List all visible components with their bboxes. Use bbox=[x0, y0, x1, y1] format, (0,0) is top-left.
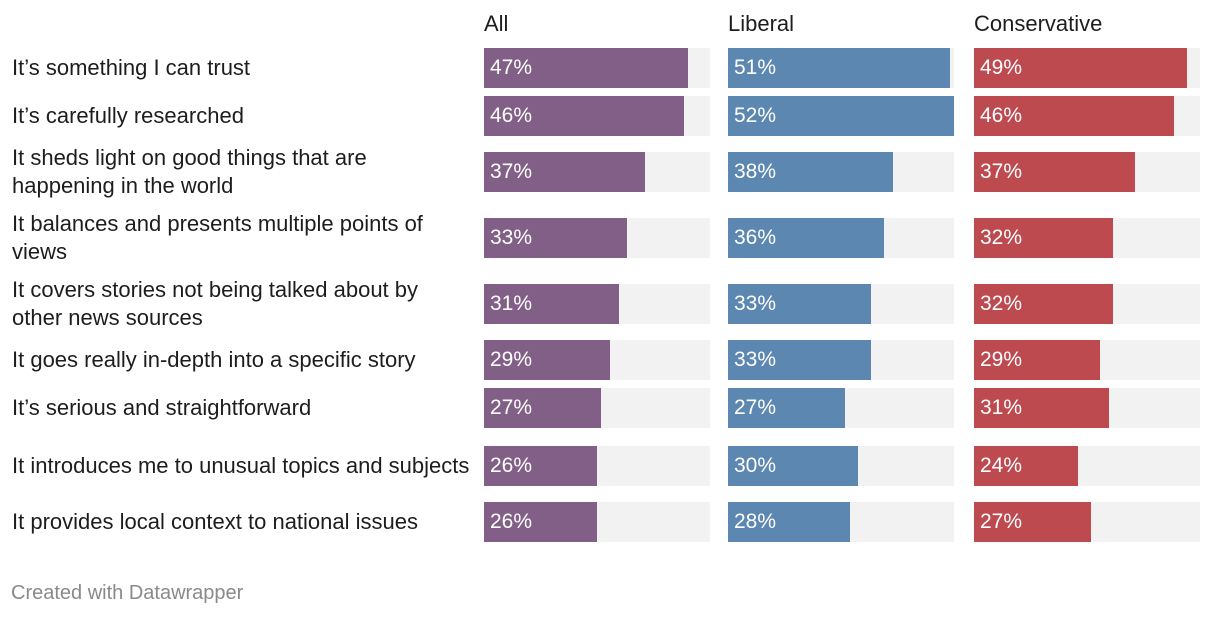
row-label: It’s serious and straightforward bbox=[12, 395, 312, 420]
bar-conservative: 49% bbox=[974, 48, 1187, 88]
bar-value-label: 28% bbox=[734, 510, 777, 533]
row-label: It provides local context to national is… bbox=[12, 509, 419, 534]
bar-value-label: 33% bbox=[734, 292, 777, 315]
row-label: It goes really in-depth into a specific … bbox=[12, 347, 416, 372]
row-label: It’s carefully researched bbox=[12, 103, 244, 128]
bar-track: 33% bbox=[728, 284, 954, 324]
bar-value-label: 37% bbox=[490, 160, 533, 183]
row-label: It covers stories not being talked about… bbox=[12, 277, 419, 330]
bar-value-label: 27% bbox=[980, 510, 1023, 533]
bar-value-label: 29% bbox=[490, 348, 533, 371]
bar-track: 49% bbox=[974, 48, 1200, 88]
bar-conservative: 31% bbox=[974, 388, 1109, 428]
bar-value-label: 31% bbox=[490, 292, 533, 315]
bar-value-label: 49% bbox=[980, 56, 1023, 79]
bar-liberal: 33% bbox=[728, 340, 871, 380]
bar-track: 30% bbox=[728, 446, 954, 486]
row-label: It introduces me to unusual topics and s… bbox=[12, 453, 470, 478]
bar-liberal: 27% bbox=[728, 388, 845, 428]
row-label: It balances and presents multiple points… bbox=[12, 211, 423, 264]
bar-value-label: 27% bbox=[734, 396, 777, 419]
bar-value-label: 29% bbox=[980, 348, 1023, 371]
column-header-conservative: Conservative bbox=[974, 11, 1103, 36]
bar-all: 37% bbox=[484, 152, 645, 192]
bar-track: 52% bbox=[728, 96, 954, 136]
bar-liberal: 52% bbox=[728, 96, 954, 136]
bar-track: 32% bbox=[974, 284, 1200, 324]
bar-liberal: 36% bbox=[728, 218, 884, 258]
bar-track: 33% bbox=[728, 340, 954, 380]
bar-track: 27% bbox=[974, 502, 1200, 542]
bar-conservative: 24% bbox=[974, 446, 1078, 486]
column-header-all: All bbox=[484, 11, 509, 36]
bar-liberal: 51% bbox=[728, 48, 950, 88]
bar-value-label: 46% bbox=[490, 104, 533, 127]
bar-track: 46% bbox=[974, 96, 1200, 136]
bar-track: 38% bbox=[728, 152, 954, 192]
bar-track: 47% bbox=[484, 48, 710, 88]
bar-value-label: 52% bbox=[734, 104, 777, 127]
bar-liberal: 33% bbox=[728, 284, 871, 324]
bar-all: 27% bbox=[484, 388, 601, 428]
bar-track: 37% bbox=[484, 152, 710, 192]
bar-track: 29% bbox=[484, 340, 710, 380]
bar-track: 32% bbox=[974, 218, 1200, 258]
bar-value-label: 33% bbox=[490, 226, 533, 249]
bar-track: 26% bbox=[484, 502, 710, 542]
bar-conservative: 29% bbox=[974, 340, 1100, 380]
bar-track: 24% bbox=[974, 446, 1200, 486]
bar-value-label: 36% bbox=[734, 226, 777, 249]
bar-value-label: 30% bbox=[734, 454, 777, 477]
bar-conservative: 37% bbox=[974, 152, 1135, 192]
bar-value-label: 33% bbox=[734, 348, 777, 371]
bar-conservative: 32% bbox=[974, 284, 1113, 324]
bar-value-label: 32% bbox=[980, 226, 1023, 249]
credit-text: Created with Datawrapper bbox=[11, 582, 244, 604]
bar-value-label: 26% bbox=[490, 510, 533, 533]
bar-conservative: 46% bbox=[974, 96, 1174, 136]
bar-value-label: 51% bbox=[734, 56, 777, 79]
bar-track: 46% bbox=[484, 96, 710, 136]
bar-all: 26% bbox=[484, 446, 597, 486]
column-header-liberal: Liberal bbox=[728, 11, 795, 36]
bar-track: 51% bbox=[728, 48, 954, 88]
row-label: It’s something I can trust bbox=[12, 55, 251, 80]
bar-conservative: 32% bbox=[974, 218, 1113, 258]
bar-track: 37% bbox=[974, 152, 1200, 192]
bar-value-label: 32% bbox=[980, 292, 1023, 315]
bar-all: 29% bbox=[484, 340, 610, 380]
bar-all: 33% bbox=[484, 218, 627, 258]
bar-liberal: 38% bbox=[728, 152, 893, 192]
bar-liberal: 30% bbox=[728, 446, 858, 486]
bar-track: 28% bbox=[728, 502, 954, 542]
bar-all: 31% bbox=[484, 284, 619, 324]
bar-track: 33% bbox=[484, 218, 710, 258]
bar-track: 31% bbox=[974, 388, 1200, 428]
bar-all: 46% bbox=[484, 96, 684, 136]
bar-value-label: 26% bbox=[490, 454, 533, 477]
bar-value-label: 31% bbox=[980, 396, 1023, 419]
bar-conservative: 27% bbox=[974, 502, 1091, 542]
bar-all: 26% bbox=[484, 502, 597, 542]
bar-track: 26% bbox=[484, 446, 710, 486]
bar-track: 31% bbox=[484, 284, 710, 324]
bar-value-label: 24% bbox=[980, 454, 1023, 477]
bar-value-label: 46% bbox=[980, 104, 1023, 127]
bar-liberal: 28% bbox=[728, 502, 850, 542]
chart: All Liberal Conservative It’s something I c… bbox=[12, 11, 1200, 542]
bar-value-label: 37% bbox=[980, 160, 1023, 183]
row-label: It sheds light on good things that are h… bbox=[12, 145, 367, 198]
bar-track: 36% bbox=[728, 218, 954, 258]
bar-value-label: 47% bbox=[490, 56, 533, 79]
bar-track: 27% bbox=[728, 388, 954, 428]
bar-value-label: 27% bbox=[490, 396, 533, 419]
bar-value-label: 38% bbox=[734, 160, 777, 183]
bar-track: 29% bbox=[974, 340, 1200, 380]
bar-all: 47% bbox=[484, 48, 688, 88]
bar-track: 27% bbox=[484, 388, 710, 428]
